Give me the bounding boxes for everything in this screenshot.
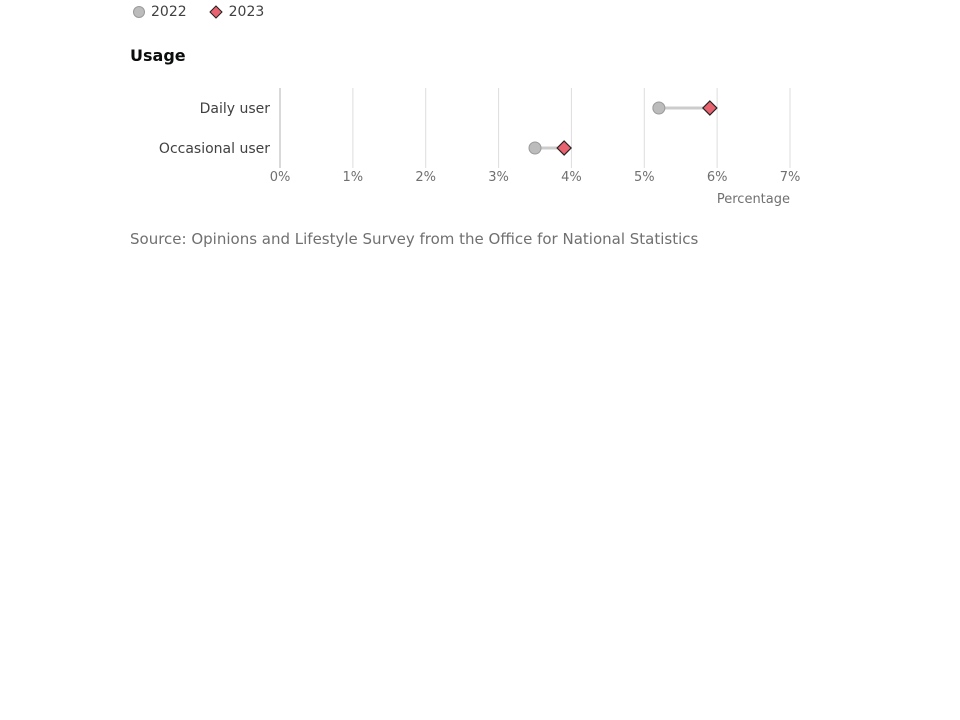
chart-legend: 2022 2023 [133, 3, 286, 21]
circle-marker-icon [133, 6, 145, 18]
category-label: Daily user [200, 101, 271, 117]
point-2022 [528, 141, 542, 155]
x-tick-label: 1% [343, 170, 364, 185]
dumbbell-chart: 0% 1% 2% 3% 4% 5% 6% 7% Daily user Occasional us… [159, 88, 801, 207]
x-tick-label: 0% [270, 170, 291, 185]
grid-lines [279, 88, 791, 168]
y-axis-category-labels: Daily user Occasional user [159, 101, 270, 157]
x-tick-label: 4% [561, 170, 582, 185]
legend-item-2022: 2022 [133, 4, 187, 20]
legend-label-2022: 2022 [151, 4, 187, 20]
chart-title: Usage [130, 46, 186, 65]
source-note: Source: Opinions and Lifestyle Survey fr… [130, 230, 699, 248]
point-2023 [556, 140, 572, 156]
x-tick-label: 6% [707, 170, 728, 185]
point-2022 [652, 101, 666, 115]
x-tick-label: 2% [415, 170, 436, 185]
legend-label-2023: 2023 [228, 4, 265, 20]
point-2023 [702, 100, 718, 116]
legend-item-2023: 2023 [208, 4, 265, 20]
category-label: Occasional user [159, 141, 270, 157]
data-marks [528, 100, 718, 156]
x-tick-label: 3% [488, 170, 509, 185]
x-tick-label: 5% [634, 170, 655, 185]
x-tick-label: 7% [780, 170, 801, 185]
x-axis-tick-labels: 0% 1% 2% 3% 4% 5% 6% 7% [270, 170, 801, 185]
x-axis-title: Percentage [717, 192, 790, 207]
diamond-marker-icon [208, 5, 223, 19]
